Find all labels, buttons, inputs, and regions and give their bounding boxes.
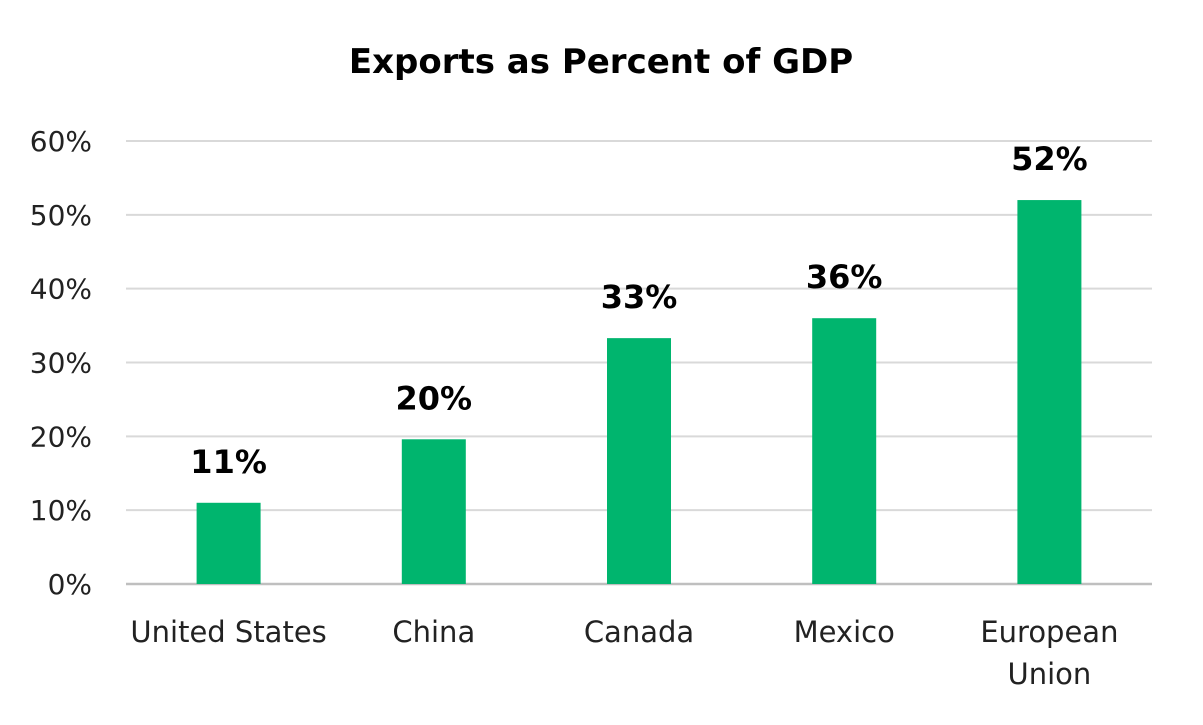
gridlines <box>126 140 1152 586</box>
data-label: 33% <box>601 278 678 316</box>
y-tick-label: 10% <box>30 494 92 527</box>
bar <box>607 338 671 584</box>
bar <box>812 318 877 584</box>
data-label: 11% <box>190 443 267 481</box>
data-labels: 11% 20% 33% 36% 52% <box>190 140 1087 481</box>
bar <box>196 502 261 584</box>
y-axis: 0% 10% 20% 30% 40% 50% 60% <box>30 125 92 601</box>
x-tick-label: China <box>392 615 475 649</box>
chart-title: Exports as Percent of GDP <box>349 42 853 82</box>
bars <box>196 200 1082 585</box>
y-tick-label: 30% <box>30 347 92 380</box>
y-tick-label: 60% <box>30 125 92 158</box>
data-label: 36% <box>806 258 883 296</box>
y-tick-label: 20% <box>30 420 92 453</box>
x-tick-label: Canada <box>584 615 694 649</box>
y-tick-label: 0% <box>48 568 92 601</box>
y-tick-label: 50% <box>30 199 92 232</box>
bar <box>401 439 466 584</box>
x-axis: United States China Canada Mexico European Un… <box>130 615 1118 691</box>
x-tick-label: European Union <box>980 615 1118 691</box>
bar <box>1017 200 1082 585</box>
data-label: 52% <box>1011 140 1088 178</box>
data-label: 20% <box>396 379 473 417</box>
x-tick-label: Mexico <box>794 615 895 649</box>
x-tick-label: United States <box>130 615 326 649</box>
y-tick-label: 40% <box>30 273 92 306</box>
